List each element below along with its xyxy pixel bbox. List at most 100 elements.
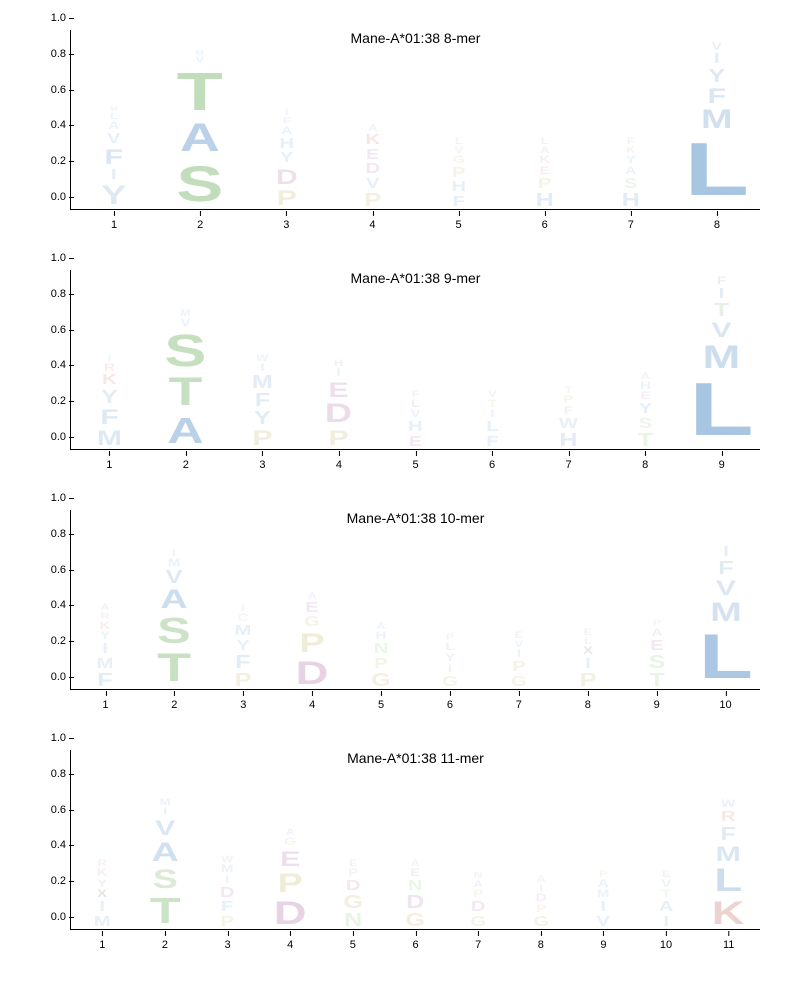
logo-column: TSEAP [626,510,688,689]
y-tick: 0.8 [31,768,66,780]
logo-letter: V [125,817,204,839]
logo-panel: Mane-A*01:38 10-mer0.00.20.40.60.81.01FM… [20,500,780,720]
x-tick: 11 [723,939,734,951]
x-tick: 3 [225,939,231,951]
x-tick: 9 [654,699,660,711]
logo-letter: I [291,368,387,379]
x-tick: 1 [111,219,117,231]
logo-letter: A [318,124,427,133]
logo-letter: I [232,108,341,117]
logo-letter: V [131,568,218,586]
x-tick: 5 [378,699,384,711]
y-tick: 0.6 [31,804,66,816]
plot-area: Mane-A*01:38 10-mer0.00.20.40.60.81.01FM… [70,510,760,690]
x-tick: 9 [600,939,606,951]
logo-letter: M [663,106,772,133]
x-tick: 5 [456,219,462,231]
x-tick: 1 [106,459,112,471]
logo-letter: I [125,807,204,818]
logo-column: SATVM [161,30,239,209]
x-tick: 4 [336,459,342,471]
y-tick: 0.4 [31,839,66,851]
logo-column: TSAVIM [137,750,193,929]
logo-column: GDNEA [387,750,443,929]
x-tick: 8 [538,939,544,951]
logo-column: DPGEA [281,510,343,689]
logo-letter: Y [663,67,772,85]
logo-letter: V [673,319,769,341]
logo-column: VIMAP [575,750,631,929]
x-tick: 3 [283,219,289,231]
y-tick: 0.8 [31,48,66,60]
logo-letter: A [338,622,425,631]
logo-letter: I [673,287,769,301]
logo-column: KLMFRW [700,750,756,929]
plot-area: Mane-A*01:38 11-mer0.00.20.40.60.81.01MI… [70,750,760,930]
logo-letter: L [689,864,768,896]
x-tick: 2 [183,459,189,471]
logo-letter: A [251,828,330,837]
y-tick: 1.0 [31,732,66,744]
logo-column: GDPAN [450,750,506,929]
y-tick: 1.0 [31,492,66,504]
x-tick: 2 [197,219,203,231]
logo-letter: M [689,843,768,865]
logo-column: HSAYKF [592,30,670,209]
logo-column: TSAVMI [143,510,205,689]
y-tick: 0.8 [31,288,66,300]
logo-column: MIXYKR [74,750,130,929]
y-tick: 1.0 [31,12,66,24]
logo-column: PVDEKA [334,30,412,209]
panel-title: Mane-A*01:38 9-mer [71,270,760,286]
logo-letter: T [673,301,769,319]
logo-letter: H [291,359,387,368]
y-tick: 1.0 [31,252,66,264]
logo-column: TSYEHA [611,270,680,449]
logo-letter: L [682,626,769,689]
y-tick: 0.6 [31,324,66,336]
logo-letter: I [682,545,769,559]
logo-column: FHPGVL [420,30,498,209]
x-tick: 6 [489,459,495,471]
plot-area: Mane-A*01:38 9-mer0.00.20.40.60.81.01MFY… [70,270,760,450]
logo-column: YIFVALM [75,30,153,209]
logo-column: HWFPT [534,270,603,449]
logo-letter: A [376,859,455,868]
x-tick: 7 [628,219,634,231]
panel-title: Mane-A*01:38 8-mer [71,30,760,46]
logo-column: PFDIMW [199,750,255,929]
x-tick: 2 [171,699,177,711]
logo-letter: R [689,810,768,824]
logo-column: FLITV [458,270,527,449]
x-tick: 5 [412,459,418,471]
logo-column: NGDPE [325,750,381,929]
x-tick: 7 [475,939,481,951]
x-tick: 10 [660,939,672,951]
logo-letter: M [125,798,204,807]
logo-column: GPDIA [513,750,569,929]
logo-column: LMFYIV [678,30,756,209]
x-tick: 3 [259,459,265,471]
logo-panel: Mane-A*01:38 8-mer0.00.20.40.60.81.01YIF… [20,20,780,240]
logo-letter: F [682,559,769,577]
logo-panel: Mane-A*01:38 9-mer0.00.20.40.60.81.01MFY… [20,260,780,480]
x-tick: 9 [719,459,725,471]
logo-letter: W [689,799,768,810]
logo-column: EHVLF [381,270,450,449]
x-tick: 6 [542,219,548,231]
logo-panel: Mane-A*01:38 11-mer0.00.20.40.60.81.01MI… [20,740,780,960]
logo-column: FMIYKRA [74,510,136,689]
logo-letter: K [689,897,768,929]
logo-column: PDYHAFI [248,30,326,209]
logo-letter: M [146,49,255,56]
logo-column: PIXLE [557,510,619,689]
logo-letter: G [251,837,330,848]
y-tick: 0.2 [31,875,66,887]
logo-letter: L [663,133,772,209]
logo-column: DPEGA [262,750,318,929]
sequence-logo-figure: Mane-A*01:38 8-mer0.00.20.40.60.81.01YIF… [20,20,780,960]
x-tick: 4 [309,699,315,711]
logo-column: PDEIH [304,270,373,449]
logo-letter: F [663,85,772,107]
x-tick: 5 [350,939,356,951]
